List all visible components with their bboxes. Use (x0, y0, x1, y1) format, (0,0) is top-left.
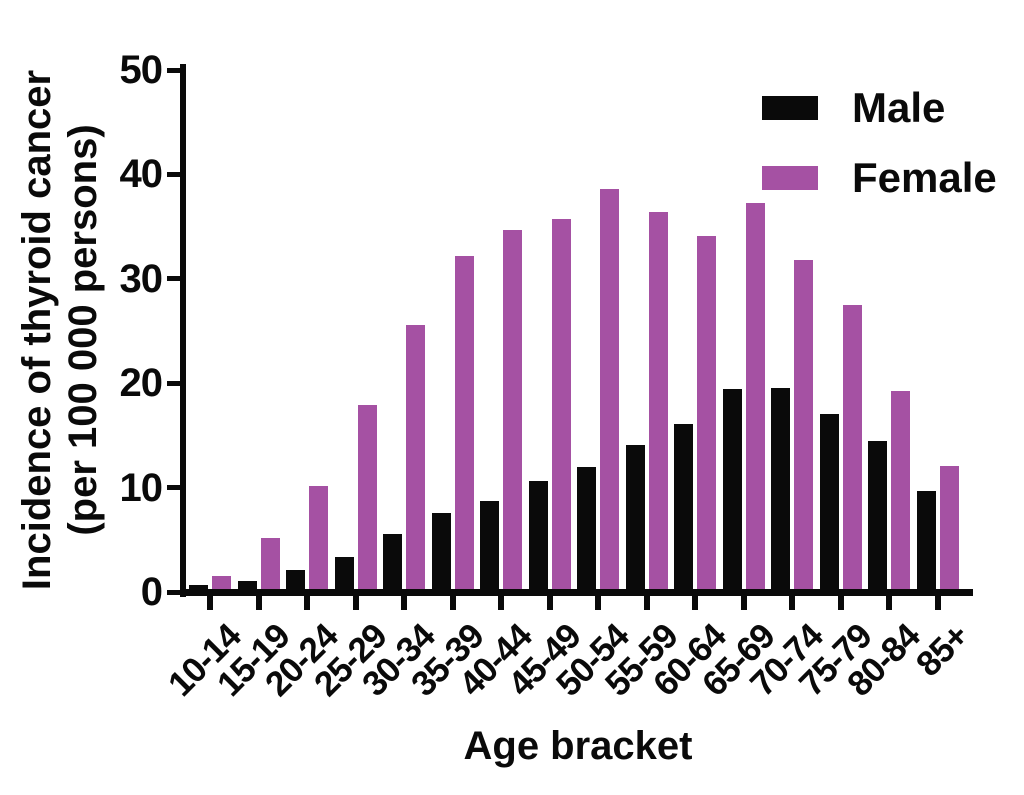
bar-female-70-74 (794, 260, 813, 589)
y-axis-line (180, 64, 186, 597)
y-tick-0 (167, 589, 181, 595)
x-tick-80-84 (886, 596, 892, 610)
bar-female-10-14 (212, 576, 231, 589)
bar-male-60-64 (674, 424, 693, 589)
bar-female-65-69 (745, 202, 765, 589)
bar-female-20-24 (309, 485, 328, 589)
bar-male-50-54 (577, 466, 596, 589)
x-tick-65-69 (740, 596, 747, 610)
bar-male-55-59 (625, 444, 645, 589)
bar-male-75-79 (819, 413, 839, 589)
x-axis-title: Age bracket (463, 724, 693, 768)
x-tick-70-74 (789, 596, 795, 610)
y-tick-label-20: 20 (119, 361, 164, 406)
female-legend-label: Female (852, 154, 997, 201)
bar-male-70-74 (771, 387, 790, 589)
x-tick-15-19 (255, 596, 262, 610)
bar-male-45-49 (528, 481, 548, 589)
y-tick-50 (167, 67, 181, 73)
bar-male-35-39 (431, 512, 451, 589)
bar-female-15-19 (260, 537, 280, 589)
bar-female-75-79 (842, 305, 862, 589)
y-tick-label-10: 10 (119, 465, 164, 510)
y-tick-30 (167, 276, 181, 282)
bar-male-65-69 (722, 388, 742, 589)
x-tick-35-39 (449, 596, 456, 610)
bar-male-20-24 (286, 570, 305, 589)
y-tick-label-0: 0 (140, 570, 163, 614)
bar-male-80-84 (868, 440, 887, 589)
bar-male-10-14 (189, 584, 208, 589)
bar-male-85+ (916, 490, 936, 589)
male-legend-swatch (762, 96, 818, 120)
y-tick-label-30: 30 (119, 256, 164, 301)
x-tick-30-34 (401, 596, 407, 610)
bar-female-45-49 (551, 219, 571, 589)
bar-female-40-44 (503, 229, 522, 589)
legend-item-male: Male (762, 84, 945, 132)
x-tick-10-14 (207, 596, 213, 610)
bar-female-25-29 (357, 405, 377, 589)
x-tick-50-54 (595, 596, 601, 610)
x-tick-75-79 (837, 596, 844, 610)
bar-female-30-34 (406, 324, 425, 589)
x-tick-60-64 (692, 596, 698, 610)
x-axis-line (180, 589, 973, 596)
x-tick-45-49 (546, 596, 553, 610)
bar-female-55-59 (648, 212, 668, 589)
bar-female-85+ (939, 465, 959, 589)
y-axis-title-line2: (per 100 000 persons) (61, 124, 105, 536)
y-tick-40 (167, 171, 181, 177)
x-tick-85+ (934, 596, 941, 610)
bar-female-60-64 (697, 236, 716, 589)
bar-male-40-44 (480, 501, 499, 589)
legend-item-female: Female (762, 154, 997, 202)
x-tick-20-24 (304, 596, 310, 610)
y-tick-label-50: 50 (119, 48, 164, 92)
bar-male-30-34 (383, 533, 402, 589)
x-tick-25-29 (352, 596, 359, 610)
bar-female-50-54 (600, 189, 619, 589)
bar-male-15-19 (237, 580, 257, 589)
x-tick-40-44 (498, 596, 504, 610)
y-axis-title: Incidence of thyroid cancer (per 100 000… (14, 50, 106, 610)
bar-female-80-84 (891, 390, 910, 589)
bar-female-35-39 (454, 255, 474, 589)
y-axis-title-line1: Incidence of thyroid cancer (15, 69, 59, 591)
male-legend-label: Male (852, 84, 946, 131)
x-tick-55-59 (643, 596, 650, 610)
y-tick-label-40: 40 (119, 152, 164, 197)
y-tick-20 (167, 380, 181, 386)
bar-male-25-29 (334, 556, 354, 589)
female-legend-swatch (762, 166, 818, 190)
y-tick-10 (167, 485, 181, 491)
